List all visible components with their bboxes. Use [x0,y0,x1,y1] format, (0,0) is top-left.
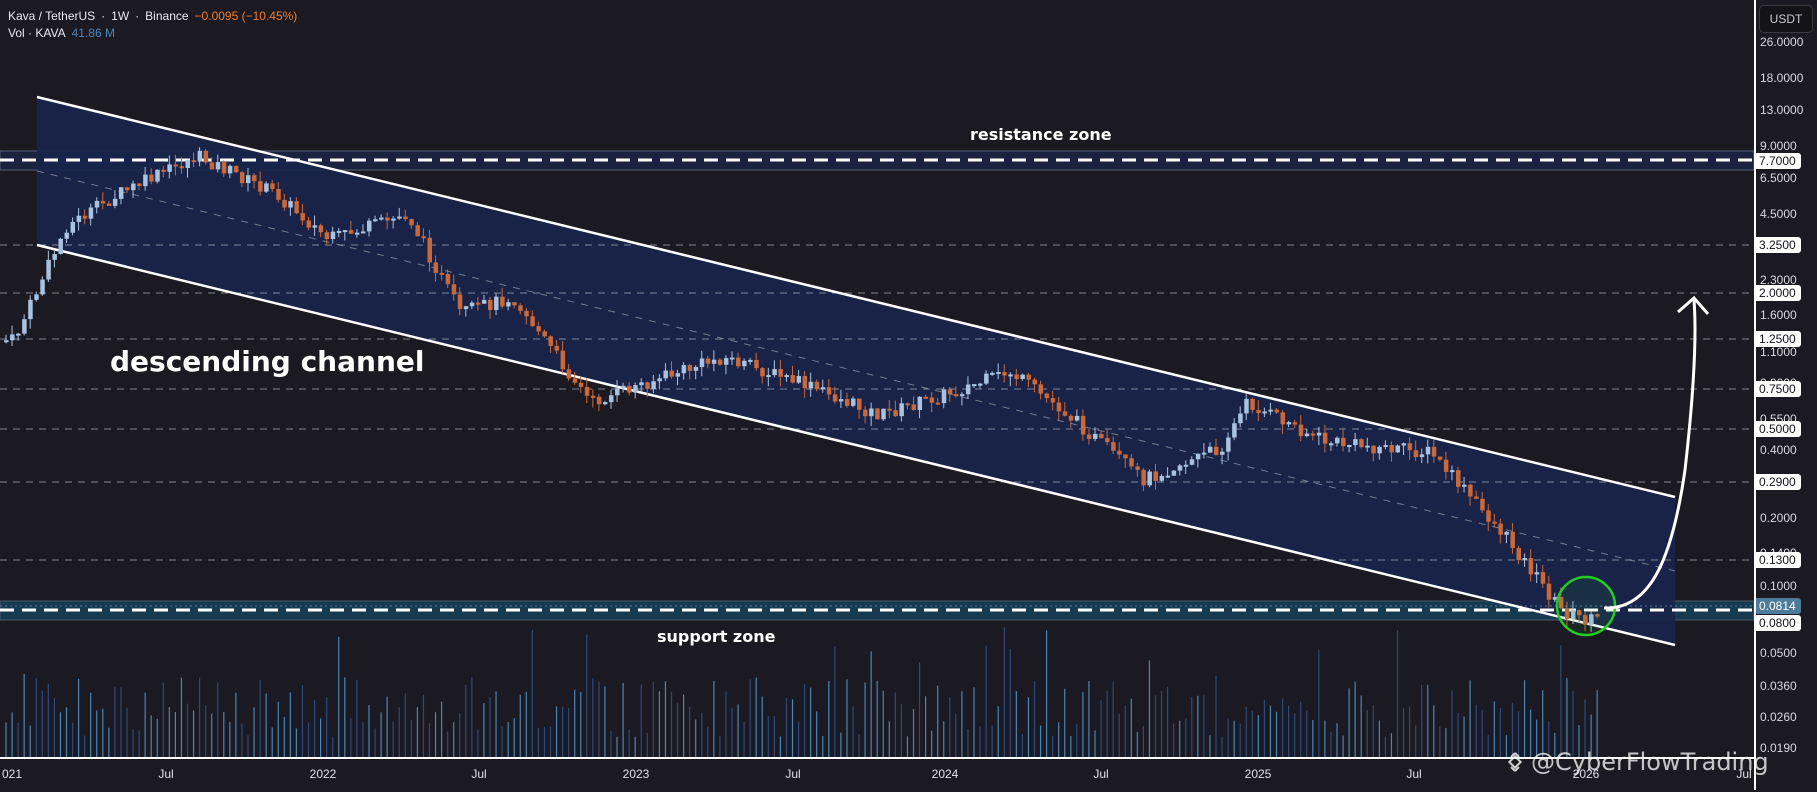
legend-volume-row[interactable]: Vol · KAVA 41.86 M [8,25,297,42]
time-tick: 2023 [622,767,650,781]
support-zone-label[interactable]: support zone [657,627,776,646]
price-tick: 0.4000 [1760,443,1797,457]
channel-midline[interactable] [36,170,1676,572]
highlight-circle[interactable] [1555,575,1617,637]
time-tick: Jul [1736,767,1752,781]
projection-arrow[interactable] [1603,299,1697,610]
price-level-tag[interactable]: 0.0800 [1756,615,1801,631]
price-level-tag[interactable]: 0.7500 [1756,381,1801,397]
price-tick: 4.5000 [1760,207,1797,221]
price-tick: 1.1000 [1760,345,1797,359]
time-tick: Jul [158,767,174,781]
watermark: @CyberFlowTrading [1505,748,1769,776]
price-tick: 18.0000 [1760,71,1804,85]
price-tick: 0.2000 [1760,511,1797,525]
price-level-tag[interactable]: 0.5000 [1756,421,1801,437]
descending-channel-label[interactable]: descending channel [110,345,425,378]
channel-upper-line[interactable] [36,95,1676,499]
time-tick: Jul [1093,767,1109,781]
time-tick: 2025 [1244,767,1272,781]
arrow-head-icon [1677,295,1710,315]
horizontal-levels [0,244,1754,561]
time-tick: 2026 [1572,767,1600,781]
price-level-tag[interactable]: 2.0000 [1756,285,1801,301]
price-tick: 26.0000 [1760,35,1804,49]
price-tick: 2.3000 [1760,273,1797,287]
channel-lower-line[interactable] [36,243,1676,647]
binance-logo-icon [1507,752,1523,772]
price-tick: 1.6000 [1760,308,1797,322]
current-price-tag: 0.0814 [1756,598,1801,614]
price-change: −0.0095 (−10.45%) [194,9,298,23]
time-tick: Jul [1406,767,1422,781]
price-tick: 13.0000 [1760,103,1804,117]
price-level-tag[interactable]: 1.2500 [1756,331,1801,347]
candlesticks [4,147,1600,632]
currency-button[interactable]: USDT [1759,5,1813,33]
price-tick: 0.0260 [1760,710,1797,724]
time-axis[interactable]: 021 Jul 2022 Jul 2023 Jul 2024 Jul 2025 Jul 2026 Ju… [0,757,1754,792]
volume-bars [5,627,1598,757]
price-level-tag[interactable]: 0.2900 [1756,474,1801,490]
price-chart-canvas[interactable] [0,0,1754,757]
price-tick: 0.0360 [1760,679,1797,693]
resistance-zone-label[interactable]: resistance zone [970,125,1112,144]
price-tick: 0.1000 [1760,579,1797,593]
support-zone [0,600,1754,621]
price-tick: 6.5000 [1760,171,1797,185]
price-tick: 0.0190 [1760,741,1797,755]
watermark-text: @CyberFlowTrading [1531,748,1769,776]
time-tick: Jul [785,767,801,781]
interval: 1W [111,9,130,23]
time-tick: 2024 [931,767,959,781]
resistance-zone [0,150,1754,171]
price-level-tag[interactable]: 3.2500 [1756,237,1801,253]
volume-value: 41.86 M [71,26,115,40]
price-tick: 9.0000 [1760,139,1797,153]
symbol-name: Kava / TetherUS [8,9,96,23]
time-tick: Jul [471,767,487,781]
price-tick: 0.0500 [1760,646,1797,660]
price-level-tag[interactable]: 0.1300 [1756,552,1801,568]
price-level-tag[interactable]: 7.7000 [1756,153,1801,169]
time-tick: 021 [1,767,23,781]
volume-label: Vol · KAVA [8,26,66,40]
time-tick: 2022 [309,767,337,781]
legend-symbol-row[interactable]: Kava / TetherUS · 1W · Binance −0.0095 (… [8,9,298,23]
exchange: Binance [145,9,189,23]
chart-legend: Kava / TetherUS · 1W · Binance −0.0095 (… [8,8,297,42]
